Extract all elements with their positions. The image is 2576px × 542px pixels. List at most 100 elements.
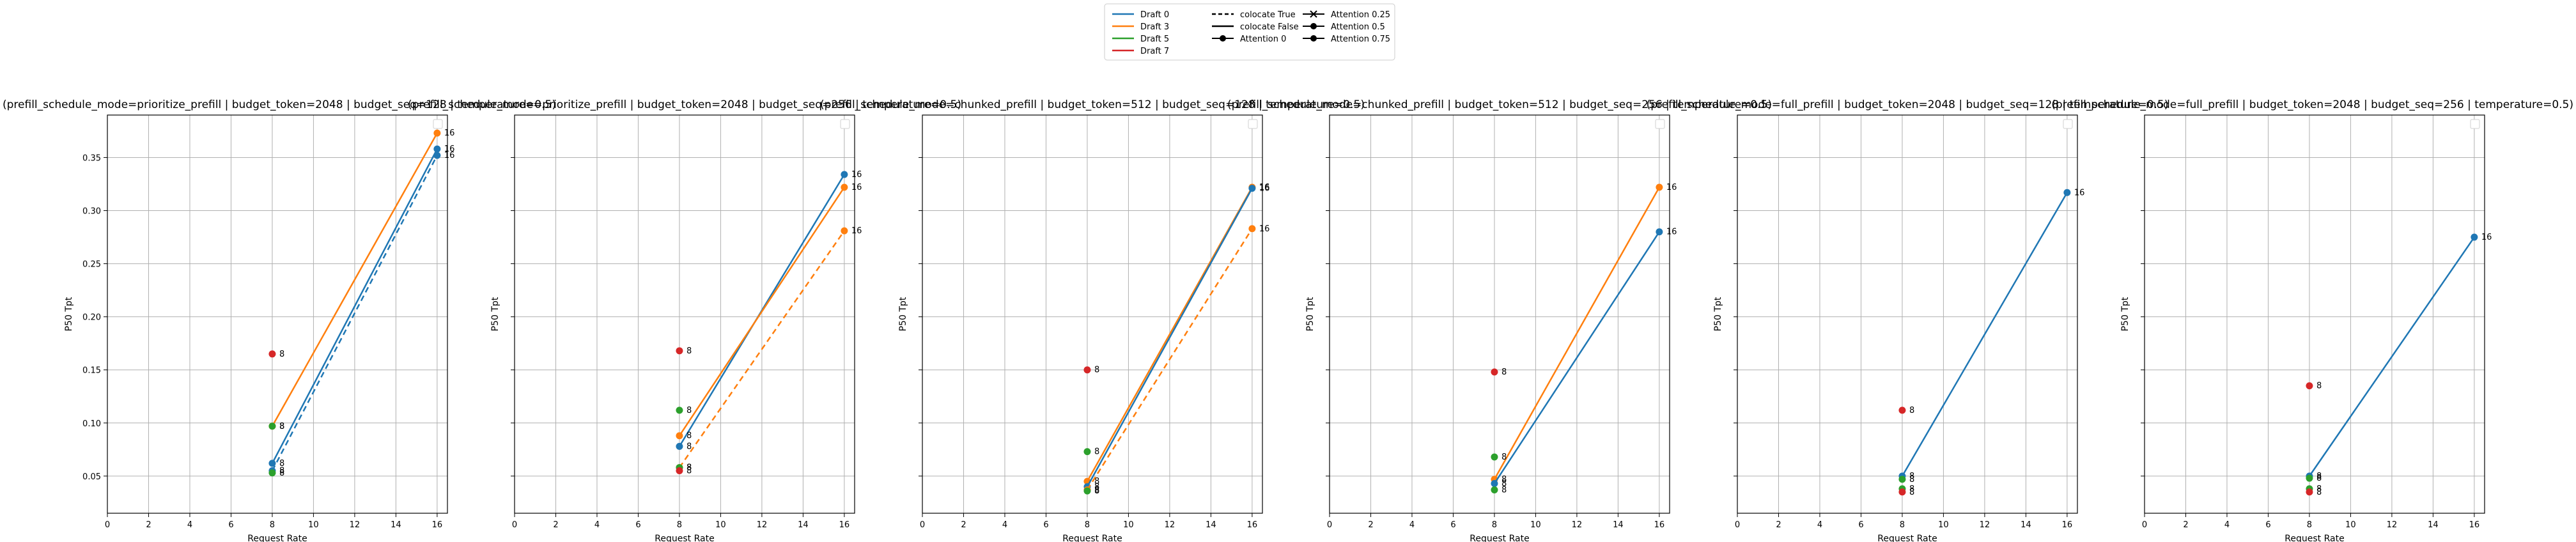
x-tick-label: 12 [1980,520,1990,530]
data-label: 8 [279,422,284,431]
x-tick-label: 6 [635,520,640,530]
chart-title: (prefill_schedule_mode=full_prefill | bu… [2051,98,2573,111]
data-point [2306,488,2313,496]
data-point [1248,225,1256,233]
y-tick-label: 0.35 [82,153,101,163]
data-label: 8 [1094,366,1099,375]
data-label: 8 [1909,488,1914,497]
x-axis-label: Request Rate [247,534,307,542]
axes-frame [1737,114,2078,514]
x-tick-label: 4 [1817,520,1822,530]
y-axis-label: P50 Tpt [64,297,74,331]
data-point [268,469,276,477]
legend-entry-label: Draft 0 [1140,10,1169,20]
x-tick-label: 12 [350,520,361,530]
legend-entry-label: Draft 3 [1140,22,1169,32]
data-label: 8 [279,422,284,431]
x-tick-label: 6 [228,520,233,530]
data-label: 16 [2481,233,2492,242]
data-label: 16 [444,128,455,138]
x-tick-label: 2 [2183,520,2188,530]
x-tick-label: 8 [677,520,682,530]
data-label: 8 [1501,368,1507,377]
x-axis-label: Request Rate [1062,534,1122,542]
data-point [268,350,276,358]
axes-frame [922,114,1263,514]
legend-entry-label: Attention 0.75 [1331,35,1390,44]
data-label: 8 [1094,486,1099,496]
series-line [1493,187,1660,480]
x-tick-label: 14 [391,520,401,530]
x-tick-label: 10 [715,520,726,530]
x-tick-label: 16 [432,520,443,530]
legend-marker [1310,10,1317,18]
y-axis-label: P50 Tpt [2120,297,2130,331]
data-label: 16 [1259,184,1270,194]
x-tick-label: 14 [2428,520,2439,530]
x-tick-label: 8 [1085,520,1090,530]
series-line [1901,192,2068,477]
data-label: 16 [851,170,862,180]
data-point [841,183,848,191]
x-tick-label: 8 [2307,520,2312,530]
data-label: 16 [851,226,862,236]
series-line [1086,187,1253,482]
panel-legend-box [1655,119,1665,129]
x-tick-label: 4 [187,520,192,530]
panel-legend-box [2063,119,2073,129]
legend-entry-label: Attention 0.5 [1331,22,1385,32]
x-tick-label: 12 [2387,520,2398,530]
data-point [1083,448,1091,456]
series-line [1086,228,1253,491]
data-label: 8 [1501,485,1507,495]
data-point [1898,488,1906,496]
data-label: 8 [1909,475,1914,484]
data-label: 8 [687,406,692,415]
x-tick-label: 16 [2469,520,2480,530]
data-label: 16 [444,151,455,160]
data-point [841,227,848,235]
legend: Draft 0 Draft 3 Draft 5 Draft 7 colocate Tru… [1104,3,1395,61]
data-point [2471,233,2478,241]
x-axis-label: Request Rate [2285,534,2344,542]
data-label: 8 [687,463,692,473]
series-line [678,187,845,437]
data-label: 8 [1094,477,1099,486]
data-point [1083,366,1091,374]
y-tick-label: 0.25 [82,260,101,270]
y-tick-label: 0.15 [82,366,101,376]
data-point [1248,185,1256,192]
data-label: 8 [1094,447,1099,457]
data-point [1656,183,1663,191]
x-tick-label: 10 [1938,520,1949,530]
axes-frame [2144,114,2485,514]
x-tick-label: 0 [1735,520,1740,530]
series-line [2308,236,2475,477]
y-axis-label: P50 Tpt [490,297,500,331]
x-tick-label: 14 [1613,520,1624,530]
data-point [2063,189,2071,196]
x-tick-label: 12 [757,520,768,530]
data-label: 8 [1501,453,1507,462]
data-label: 8 [279,459,284,468]
data-label: 8 [2316,472,2322,481]
x-tick-label: 16 [1247,520,1258,530]
y-tick-label: 0.05 [82,472,101,482]
axes-frame [514,114,855,514]
y-tick-label: 0.20 [82,313,101,323]
legend-marker [1220,35,1226,42]
data-label: 8 [1909,406,1914,415]
x-tick-label: 2 [553,520,558,530]
y-tick-label: 0.30 [82,207,101,217]
data-label: 8 [279,467,284,476]
x-tick-label: 14 [1206,520,1216,530]
data-point [1898,476,1906,483]
x-tick-label: 4 [1002,520,1007,530]
data-point [2306,474,2313,482]
x-tick-label: 6 [2265,520,2270,530]
data-label: 16 [2074,188,2085,197]
x-tick-label: 14 [2021,520,2031,530]
data-label: 16 [1666,183,1677,192]
data-point [268,422,276,430]
